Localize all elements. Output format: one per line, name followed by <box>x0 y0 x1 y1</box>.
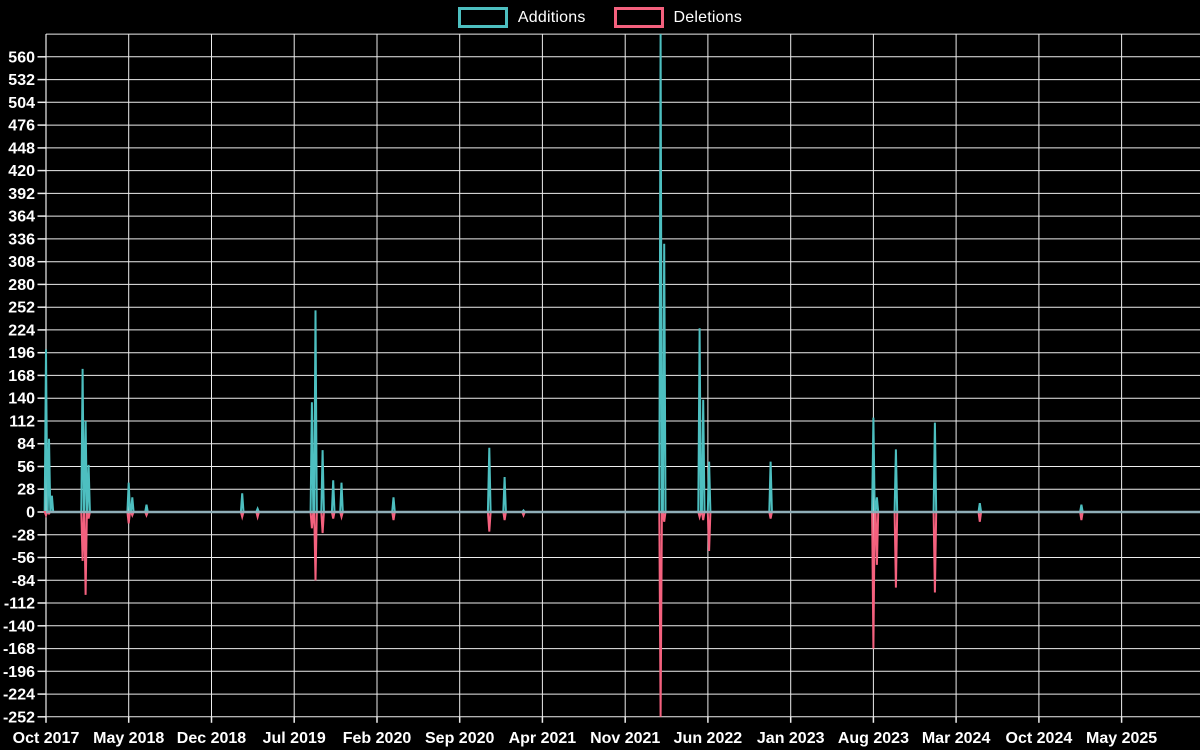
y-tick-label: 336 <box>8 231 35 248</box>
x-tick-label: Sep 2020 <box>425 730 494 747</box>
y-tick-label: -168 <box>3 641 35 658</box>
y-tick-label: 140 <box>8 391 35 408</box>
x-tick-label: Jan 2023 <box>757 730 825 747</box>
deletions-line <box>43 511 1200 717</box>
y-tick-label: 392 <box>8 186 35 203</box>
legend-item-deletions[interactable]: Deletions <box>613 7 743 28</box>
x-tick-label: Dec 2018 <box>177 730 246 747</box>
y-tick-label: 0 <box>26 505 35 522</box>
y-tick-label: 420 <box>8 163 35 180</box>
x-tick-label: Oct 2024 <box>1006 730 1073 747</box>
chart-legend: Additions Deletions <box>0 7 1200 28</box>
x-tick-label: Mar 2024 <box>922 730 991 747</box>
deletions-legend-label: Deletions <box>673 8 743 26</box>
y-tick-label: -224 <box>3 687 35 704</box>
y-tick-label: 308 <box>8 254 35 271</box>
x-tick-label: Apr 2021 <box>509 730 577 747</box>
y-tick-label: -28 <box>12 527 35 544</box>
y-tick-label: 112 <box>9 414 35 431</box>
y-tick-label: -252 <box>3 709 35 726</box>
y-tick-label: 196 <box>8 345 35 362</box>
y-tick-label: 28 <box>17 482 35 499</box>
x-tick-label: Aug 2023 <box>838 730 909 747</box>
x-tick-label: May 2018 <box>93 730 164 747</box>
x-tick-label: Jul 2019 <box>263 730 326 747</box>
y-tick-label: 532 <box>8 72 35 89</box>
x-tick-label: Oct 2017 <box>13 730 80 747</box>
y-tick-label: -84 <box>12 573 35 590</box>
y-tick-label: 84 <box>17 436 35 453</box>
y-tick-label: -56 <box>12 550 35 567</box>
y-tick-label: 280 <box>8 277 35 294</box>
x-tick-label: Feb 2020 <box>343 730 412 747</box>
x-tick-label: May 2025 <box>1086 730 1157 747</box>
y-tick-label: 56 <box>17 459 35 476</box>
y-tick-label: 560 <box>8 49 35 66</box>
legend-item-additions[interactable]: Additions <box>457 7 586 28</box>
y-tick-label: 476 <box>8 118 35 135</box>
y-tick-label: -112 <box>4 596 35 613</box>
y-tick-label: 448 <box>8 140 35 157</box>
x-tick-label: Nov 2021 <box>590 730 660 747</box>
additions-legend-label: Additions <box>517 8 586 26</box>
y-tick-label: -196 <box>3 664 35 681</box>
additions-swatch-icon <box>457 7 508 28</box>
y-tick-label: 504 <box>8 95 35 112</box>
y-tick-label: 252 <box>8 300 35 317</box>
y-tick-label: -140 <box>3 618 35 635</box>
y-tick-label: 364 <box>8 209 35 226</box>
y-tick-label: 168 <box>8 368 35 385</box>
deletions-swatch-icon <box>613 7 664 28</box>
y-tick-label: 224 <box>8 322 35 339</box>
additions-line <box>43 34 1200 513</box>
x-tick-label: Jun 2022 <box>674 730 743 747</box>
